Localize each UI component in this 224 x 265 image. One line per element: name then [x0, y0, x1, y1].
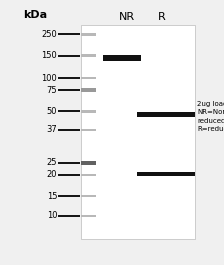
- Text: 20: 20: [47, 170, 57, 179]
- Bar: [81, 215, 96, 217]
- Bar: [81, 89, 96, 92]
- Bar: [103, 55, 141, 61]
- Text: 50: 50: [47, 107, 57, 116]
- Text: R: R: [157, 12, 165, 22]
- Bar: [81, 33, 96, 36]
- Text: kDa: kDa: [23, 10, 47, 20]
- Text: 25: 25: [47, 158, 57, 167]
- Bar: [137, 112, 195, 117]
- Bar: [81, 129, 96, 131]
- Text: 10: 10: [47, 211, 57, 220]
- Text: 37: 37: [46, 125, 57, 134]
- Bar: [81, 195, 96, 197]
- Bar: [81, 25, 195, 239]
- Text: 75: 75: [47, 86, 57, 95]
- Text: 2ug loading
NR=Non-
reduced
R=reduced: 2ug loading NR=Non- reduced R=reduced: [197, 101, 224, 132]
- Bar: [81, 77, 96, 80]
- Text: NR: NR: [118, 12, 135, 22]
- Bar: [81, 110, 96, 113]
- Text: 250: 250: [41, 30, 57, 39]
- Bar: [137, 173, 195, 176]
- Bar: [81, 174, 96, 176]
- Bar: [81, 161, 96, 165]
- Bar: [81, 54, 96, 57]
- Text: 150: 150: [41, 51, 57, 60]
- Text: 100: 100: [41, 74, 57, 83]
- Text: 15: 15: [47, 192, 57, 201]
